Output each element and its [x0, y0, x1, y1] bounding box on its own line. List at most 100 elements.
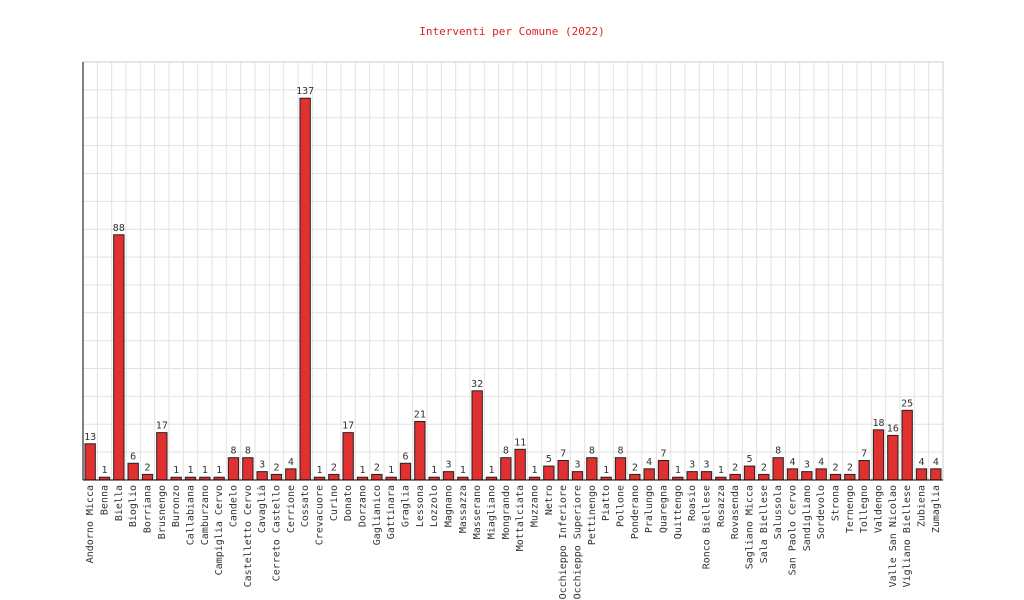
value-label: 21 [414, 409, 426, 420]
bar [801, 471, 813, 481]
category-label: Valdengo [874, 485, 885, 533]
category-label: Buronzo [171, 485, 182, 527]
value-label: 11 [514, 437, 526, 448]
value-label: 4 [818, 457, 824, 468]
value-label: 1 [431, 465, 437, 476]
category-label: Valle San Nicolao [888, 485, 899, 587]
value-label: 1 [187, 465, 193, 476]
category-label: Gaglianico [372, 485, 383, 545]
category-label: Donato [343, 485, 354, 521]
category-label: Ternengo [845, 485, 856, 533]
bar [844, 473, 856, 481]
category-label: Pralungo [644, 485, 655, 533]
value-label: 1 [173, 465, 179, 476]
bar [270, 473, 283, 481]
bar [815, 468, 827, 481]
category-label: Netro [544, 485, 555, 515]
category-label: Strona [831, 485, 842, 521]
category-label: Sala Biellese [759, 485, 770, 563]
value-label: 2 [732, 462, 738, 473]
bar [227, 457, 240, 481]
category-label: Sandigliano [802, 485, 813, 551]
value-label: 8 [503, 446, 509, 457]
bar [471, 390, 483, 481]
bar [758, 473, 770, 481]
bar [557, 459, 569, 481]
value-label: 32 [471, 379, 483, 390]
value-label: 8 [245, 446, 251, 457]
value-label: 1 [359, 465, 365, 476]
category-label: Biella [114, 485, 125, 521]
value-label: 3 [259, 460, 265, 471]
category-label: Pollone [616, 485, 627, 527]
bar [156, 432, 168, 481]
bar [614, 457, 627, 481]
value-label: 88 [113, 223, 125, 234]
bar [543, 465, 555, 481]
value-label: 2 [847, 462, 853, 473]
category-label: Sagliano Micca [745, 485, 756, 569]
category-label: Brusnengo [157, 485, 168, 539]
category-label: Camburzano [200, 485, 211, 545]
value-label: 3 [445, 460, 451, 471]
value-label: 2 [331, 462, 337, 473]
value-label: 16 [887, 423, 899, 434]
value-label: 13 [84, 432, 96, 443]
category-label: Piatto [601, 485, 612, 521]
value-label: 3 [804, 460, 810, 471]
category-label: Muzzano [530, 485, 541, 527]
bar [399, 462, 412, 481]
value-label: 1 [531, 465, 537, 476]
value-label: 7 [861, 448, 867, 459]
category-labels: Andorno Micca Benna Biella Bioglio Borriana B… [85, 485, 942, 599]
bar [930, 468, 942, 481]
category-label: Ronco Biellese [702, 485, 713, 569]
category-label: Castelletto Cervo [243, 485, 254, 587]
category-label: Vigliano Biellese [902, 485, 913, 587]
bar [829, 473, 842, 481]
category-label: San Paolo Cervo [788, 485, 799, 575]
category-label: Ponderano [630, 485, 641, 539]
value-label: 1 [675, 465, 681, 476]
value-label: 4 [789, 457, 795, 468]
bar [84, 443, 96, 481]
value-label: 2 [832, 462, 838, 473]
value-label: 25 [901, 398, 913, 409]
category-label: Gattinara [386, 485, 397, 539]
bar [442, 471, 455, 481]
category-label: Masserano [472, 485, 483, 539]
bar [743, 465, 756, 481]
category-label: Rovasenda [730, 485, 741, 539]
bar [872, 429, 885, 481]
value-label: 1 [101, 465, 107, 476]
category-label: Bioglio [128, 485, 139, 527]
bar [901, 409, 913, 481]
value-label: 3 [703, 460, 709, 471]
category-label: Graglia [401, 485, 412, 527]
value-label: 6 [130, 451, 136, 462]
category-label: Zumaglia [931, 485, 942, 533]
value-label: 8 [775, 446, 781, 457]
category-label: Tollegno [859, 485, 870, 533]
bar [915, 468, 928, 481]
category-label: Salussola [773, 485, 784, 539]
category-label: Andorno Micca [85, 485, 96, 563]
bar [342, 432, 354, 481]
value-label: 5 [746, 454, 752, 465]
bar [514, 448, 526, 481]
value-label: 4 [288, 457, 294, 468]
gridlines [83, 62, 943, 480]
value-label: 2 [374, 462, 380, 473]
value-label: 8 [589, 446, 595, 457]
value-label: 1 [316, 465, 322, 476]
bar [299, 97, 311, 481]
bar [113, 234, 125, 481]
value-label: 4 [918, 457, 924, 468]
value-label: 8 [617, 446, 623, 457]
value-label: 17 [342, 421, 354, 432]
value-label: 17 [156, 421, 168, 432]
category-label: Cavaglià [256, 485, 268, 533]
bar [256, 471, 268, 481]
bar [571, 471, 584, 481]
